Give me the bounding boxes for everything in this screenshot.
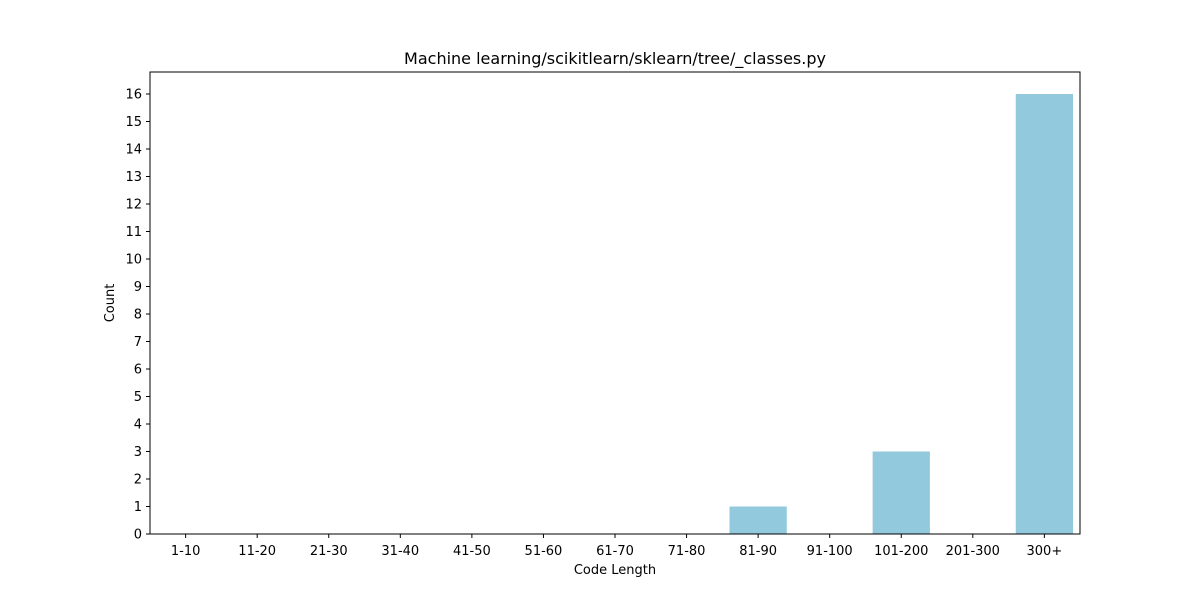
x-tick-label: 61-70: [596, 544, 634, 559]
x-axis-ticks: 1-10 11-20 21-30 31-40 41-50 51-60 61-70 71-80 8…: [171, 534, 1062, 559]
y-tick-label: 2: [134, 473, 142, 488]
y-tick-label: 7: [134, 335, 142, 350]
y-tick-label: 16: [125, 88, 142, 103]
bars-group: [729, 94, 1073, 534]
y-tick-label: 3: [134, 445, 142, 460]
x-axis-label: Code Length: [574, 563, 656, 578]
x-tick-label: 81-90: [739, 544, 777, 559]
bar-81-90: [729, 506, 787, 534]
bar-101-200: [872, 451, 930, 534]
y-tick-label: 10: [125, 253, 142, 268]
x-tick-label: 31-40: [381, 544, 419, 559]
x-tick-label: 101-200: [874, 544, 928, 559]
y-tick-label: 11: [125, 225, 142, 240]
x-tick-label: 21-30: [310, 544, 348, 559]
chart-title: Machine learning/scikitlearn/sklearn/tre…: [404, 49, 826, 69]
plot-frame: [149, 71, 1081, 535]
y-tick-label: 5: [134, 390, 142, 405]
y-tick-label: 14: [125, 143, 142, 158]
y-tick-label: 9: [134, 280, 142, 295]
y-tick-label: 13: [125, 170, 142, 185]
y-tick-label: 15: [125, 115, 142, 130]
y-tick-label: 0: [134, 528, 142, 543]
x-tick-label: 201-300: [946, 544, 1000, 559]
bar-300+: [1015, 94, 1073, 534]
y-tick-label: 1: [134, 500, 142, 515]
x-tick-label: 71-80: [668, 544, 706, 559]
y-axis-label: Count: [103, 284, 118, 323]
y-tick-label: 6: [134, 363, 142, 378]
x-tick-label: 91-100: [807, 544, 853, 559]
x-tick-label: 1-10: [171, 544, 201, 559]
x-tick-label: 51-60: [525, 544, 563, 559]
x-tick-label: 300+: [1027, 544, 1063, 559]
x-tick-label: 41-50: [453, 544, 491, 559]
y-tick-label: 12: [125, 198, 142, 213]
x-tick-label: 11-20: [238, 544, 276, 559]
y-tick-label: 4: [134, 418, 142, 433]
y-tick-label: 8: [134, 308, 142, 323]
